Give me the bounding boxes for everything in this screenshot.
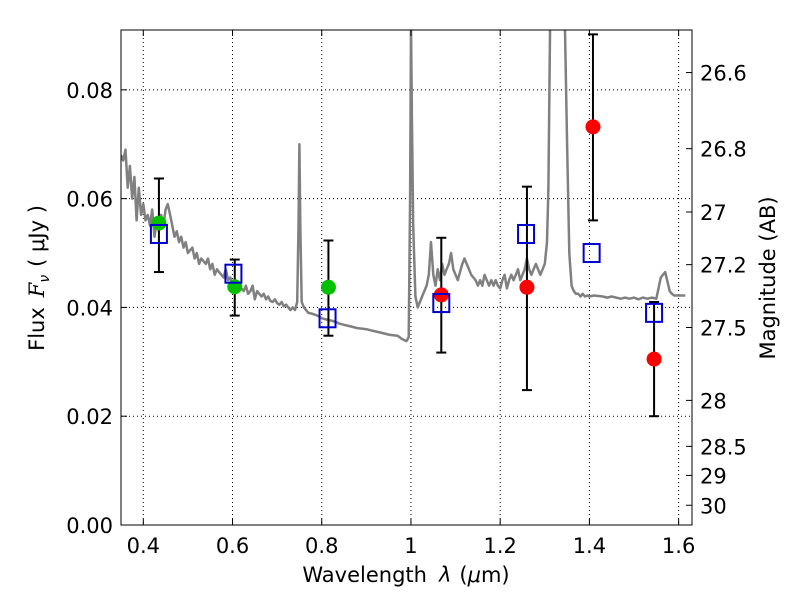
blue-square-marker xyxy=(582,243,601,264)
green-point xyxy=(227,279,243,295)
grid xyxy=(121,30,692,525)
green-point xyxy=(320,279,336,295)
model-spectrum-line xyxy=(121,30,686,343)
mag-tick-label: 29 xyxy=(700,464,727,488)
x-tick-label: 0.8 xyxy=(305,534,338,558)
x-tick-label: 1.2 xyxy=(483,534,516,558)
magnitude-axis-label: Magnitude (AB) xyxy=(756,196,780,359)
axis-ticks: 0.4 0.6 0.8 1 1.2 1.4 1.6 0.00 0.02 0.04 0.06 0.08 2… xyxy=(66,30,747,558)
x-tick-label: 0.4 xyxy=(127,534,160,558)
red-point xyxy=(646,351,662,367)
mag-tick-label: 27.2 xyxy=(700,254,747,278)
x-axis-label: Wavelength λ (μm) xyxy=(302,563,509,587)
mag-tick-label: 26.8 xyxy=(700,138,747,162)
blue-square-marker xyxy=(517,223,536,244)
y-tick-label: 0.00 xyxy=(66,514,113,538)
x-tick-label: 1.6 xyxy=(662,534,695,558)
x-tick-label: 0.6 xyxy=(216,534,249,558)
data-markers xyxy=(149,119,664,367)
red-point xyxy=(585,119,601,135)
blue-square-marker xyxy=(645,302,664,323)
mag-tick-label: 30 xyxy=(700,494,727,518)
mag-tick-label: 28.5 xyxy=(700,435,747,459)
y-axis-label: FluxFν( μJy ) xyxy=(25,205,53,351)
blue-square-marker xyxy=(149,223,168,244)
green-point xyxy=(151,215,167,231)
blue-square-marker xyxy=(432,293,451,314)
blue-square-marker xyxy=(224,263,243,284)
y-tick-label: 0.06 xyxy=(66,188,113,212)
x-tick-label: 1 xyxy=(404,534,417,558)
plot-frame xyxy=(120,29,693,526)
error-bars xyxy=(153,33,660,418)
x-tick-label: 1.4 xyxy=(573,534,606,558)
y-tick-label: 0.08 xyxy=(66,79,113,103)
mag-tick-label: 27 xyxy=(700,201,727,225)
mag-tick-label: 28 xyxy=(700,389,727,413)
y-tick-label: 0.02 xyxy=(66,405,113,429)
red-point xyxy=(519,279,535,295)
model-spectrum-layer xyxy=(121,30,686,343)
y-tick-label: 0.04 xyxy=(66,296,113,320)
blue-square-marker xyxy=(318,308,337,329)
mag-tick-label: 26.6 xyxy=(700,62,747,86)
mag-tick-label: 27.5 xyxy=(700,317,747,341)
